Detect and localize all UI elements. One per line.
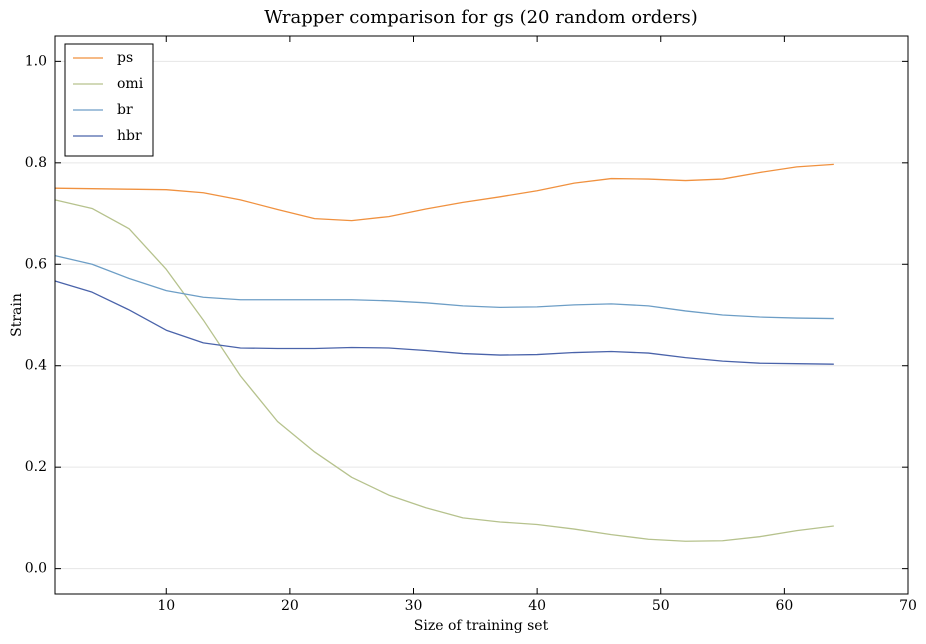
y-axis-label: Strain xyxy=(9,293,25,337)
y-tick-label: 0.8 xyxy=(25,155,47,171)
line-series xyxy=(54,280,834,365)
x-tick-label: 30 xyxy=(405,598,423,614)
legend-box xyxy=(64,43,154,157)
legend: ps omi br hbr xyxy=(64,43,154,157)
line-series xyxy=(54,163,834,222)
legend-label: hbr xyxy=(117,128,142,144)
y-tick-label: 1.0 xyxy=(25,53,47,69)
y-tick-label: 0.6 xyxy=(25,256,47,272)
x-axis-label: Size of training set xyxy=(414,618,549,634)
x-tick-label: 70 xyxy=(899,598,917,614)
legend-label: ps xyxy=(117,50,133,66)
plot-frame xyxy=(54,35,909,595)
legend-label: omi xyxy=(117,76,144,92)
x-tick-label: 60 xyxy=(775,598,793,614)
legend-label: br xyxy=(117,102,133,118)
x-tick-label: 50 xyxy=(652,598,670,614)
x-tick-label: 20 xyxy=(281,598,299,614)
y-tick-label: 0.4 xyxy=(25,358,47,374)
x-tick-label: 10 xyxy=(157,598,175,614)
y-tick-label: 0.0 xyxy=(25,561,47,577)
line-series xyxy=(54,199,834,542)
y-tick-label: 0.2 xyxy=(25,459,47,475)
line-series xyxy=(54,255,834,320)
x-tick-label: 40 xyxy=(528,598,546,614)
chart-title: Wrapper comparison for gs (20 random ord… xyxy=(264,7,698,28)
